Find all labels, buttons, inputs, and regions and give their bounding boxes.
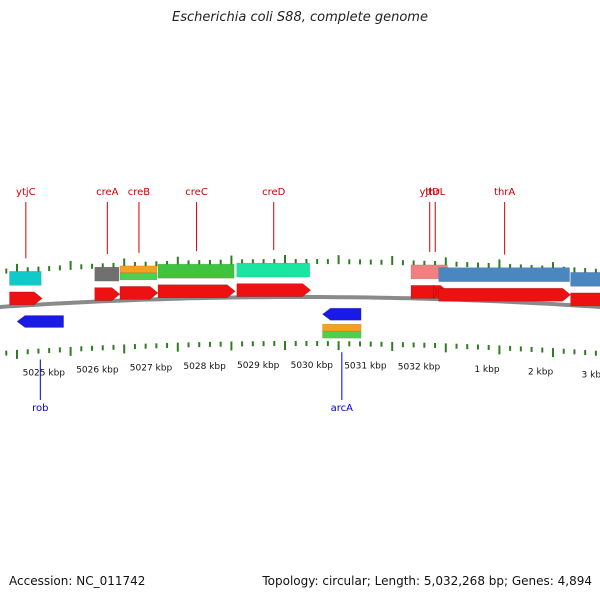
gene-arrow [9,291,43,306]
gene-label: creD [262,187,286,198]
gene-arrow [438,287,572,302]
reverse-gene-arrow [16,315,64,328]
scale-label: 1 kbp [474,365,500,375]
genome-summary: Topology: circular; Length: 5,032,268 bp… [262,574,592,588]
feature-box [438,267,570,282]
gene-label: rob [32,403,48,414]
scale-label: 5030 kbp [291,361,334,371]
gene-arrow [236,283,312,297]
gene-label: thrA [494,187,515,198]
scale-label: 5031 kbp [344,361,387,371]
feature-box [322,330,362,339]
gene-label: creC [185,187,208,198]
scale-label: 5032 kbp [398,363,441,373]
accession-label: Accession: NC_011742 [9,574,146,588]
feature-box [119,265,158,274]
feature-track [9,262,600,287]
scale-label: 5026 kbp [76,366,119,376]
feature-box [322,323,362,332]
gene-arrow [433,284,438,300]
feature-box [157,263,235,279]
gene-label: creA [96,187,119,198]
gene-label: thrL [425,187,445,198]
reverse-gene-track [16,307,362,339]
scale-label: 5025 kbp [23,368,66,378]
feature-box [94,266,120,282]
gene-label: ytjC [16,187,36,198]
forward-gene-track [9,283,600,307]
genome-title: Escherichia coli S88, complete genome [172,10,428,25]
gene-label: arcA [331,403,354,414]
reverse-gene-arrow [322,307,362,321]
feature-box [570,272,600,287]
gene-label: yjtD [420,187,441,198]
scale-label: 5029 kbp [237,361,280,371]
gene-arrow [570,292,600,307]
feature-box [236,262,310,278]
scale-label: 5027 kbp [130,363,173,373]
feature-box [119,272,158,281]
tick-marks-inner [5,341,597,359]
scale-label: 2 kbp [528,367,554,377]
gene-label: creB [128,187,151,198]
scale-label: 5028 kbp [183,362,226,372]
gene-arrow [157,284,236,299]
gene-arrow [94,287,121,301]
scale-labels: 5025 kbp 5026 kbp 5027 kbp 5028 kbp 5029 kbp… [23,361,600,381]
gene-arrow [119,286,159,300]
scale-label: 3 kbp [582,371,600,381]
feature-box [9,271,42,286]
genome-backbone [0,295,600,310]
